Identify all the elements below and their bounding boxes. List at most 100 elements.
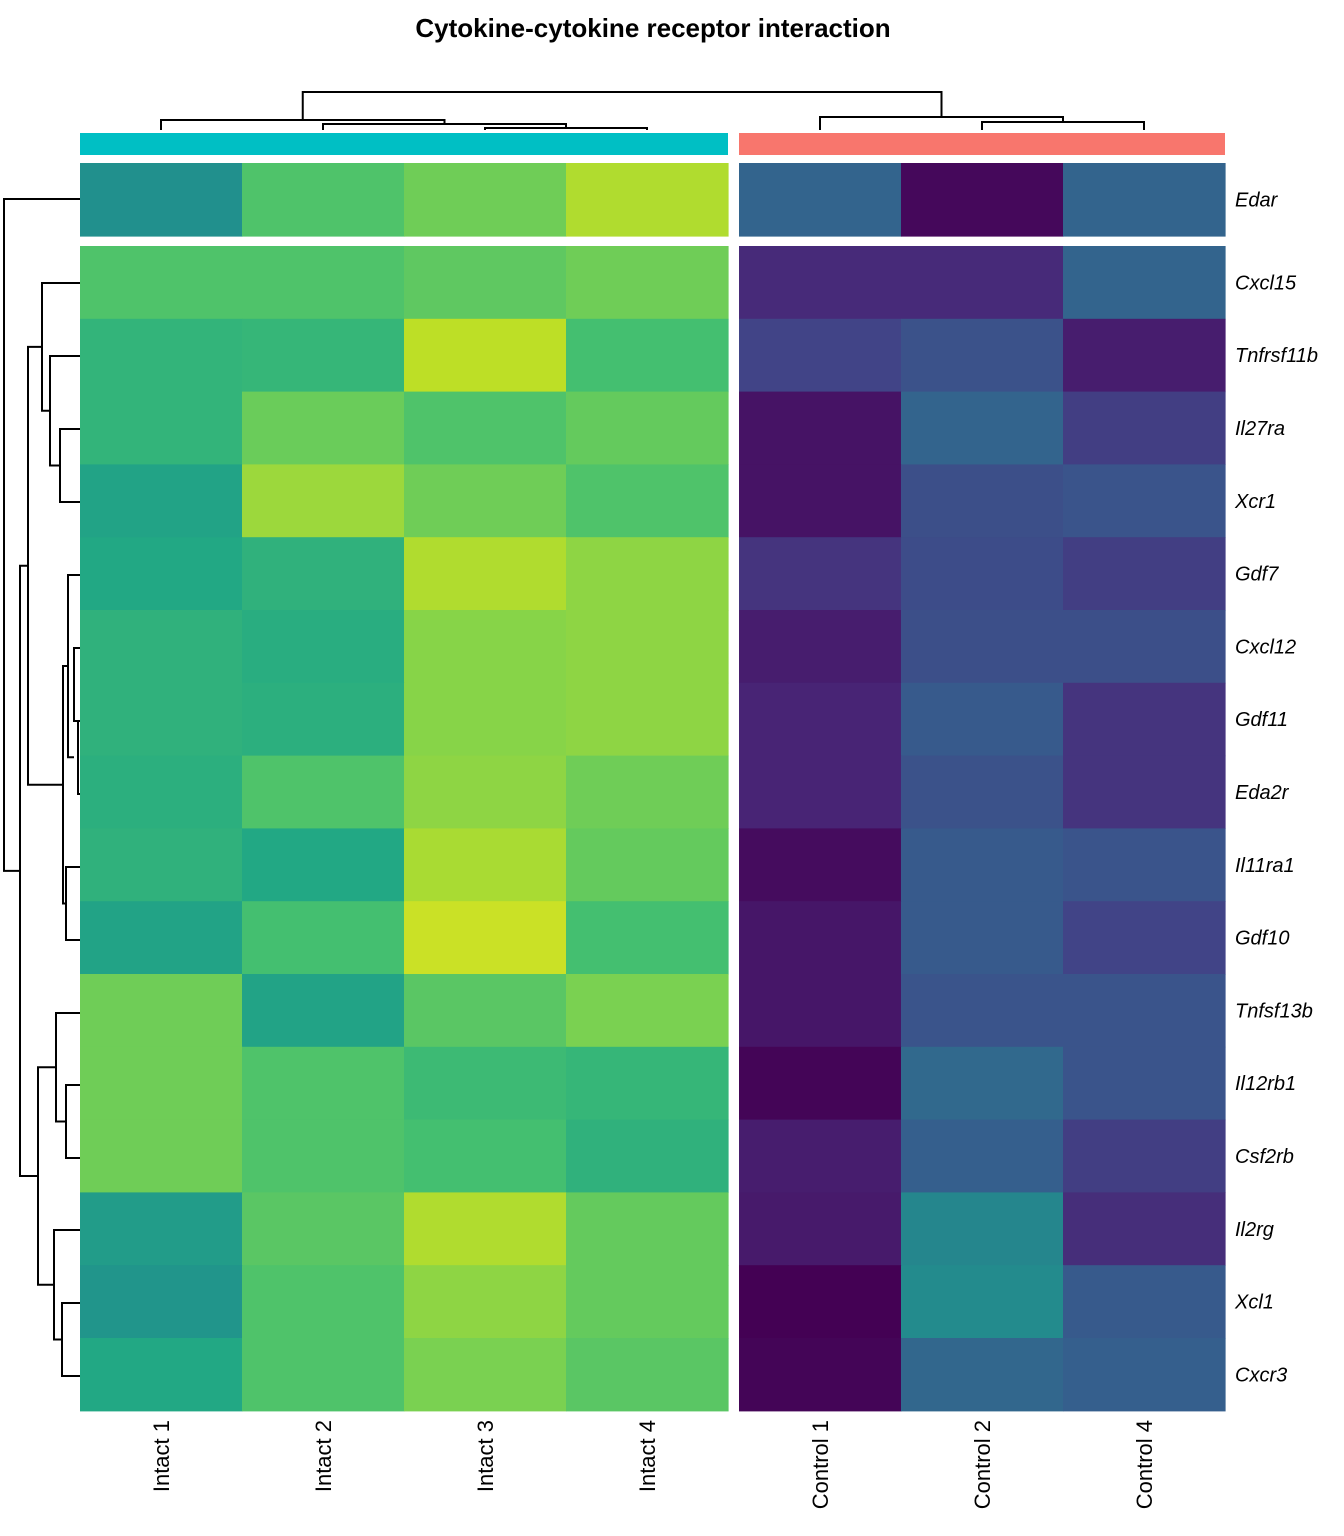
cell-cxcl12-control-4 bbox=[1063, 610, 1226, 684]
cell-tnfsf13b-intact-1 bbox=[80, 974, 243, 1048]
cell-cxcl15-control-1 bbox=[739, 246, 902, 320]
cell-gdf11-control-4 bbox=[1063, 682, 1226, 757]
row-labels: Edar Cxcl15 Tnfrsf11b Il27ra Xcr1 Gdf7 Cxcl12 G… bbox=[1234, 190, 1318, 1387]
cell-cxcl15-intact-2 bbox=[242, 246, 405, 320]
cell-edar-intact-2 bbox=[242, 163, 405, 237]
cell-edar-control-4 bbox=[1063, 163, 1226, 237]
column-label-control-4: Control 4 bbox=[1132, 1420, 1157, 1509]
cell-eda2r-control-1 bbox=[739, 755, 902, 829]
cell-gdf11-intact-4 bbox=[566, 682, 729, 757]
column-label-intact-1: Intact 1 bbox=[149, 1420, 174, 1492]
cell-il27ra-intact-3 bbox=[404, 391, 567, 465]
cell-tnfsf13b-control-2 bbox=[901, 974, 1064, 1048]
cell-il27ra-control-1 bbox=[739, 391, 902, 465]
column-label-intact-2: Intact 2 bbox=[311, 1420, 336, 1492]
cell-cxcr3-control-4 bbox=[1063, 1338, 1226, 1412]
cell-cxcl12-intact-2 bbox=[242, 610, 405, 684]
cell-gdf10-intact-4 bbox=[566, 901, 729, 975]
cell-xcr1-control-1 bbox=[739, 464, 902, 538]
cell-gdf11-intact-2 bbox=[242, 682, 405, 757]
cell-xcl1-intact-2 bbox=[242, 1265, 405, 1339]
cell-il11ra1-intact-2 bbox=[242, 828, 405, 902]
cell-il11ra1-control-4 bbox=[1063, 828, 1226, 902]
cell-tnfrsf11b-intact-2 bbox=[242, 318, 405, 393]
row-dendrogram-link-5 bbox=[73, 684, 80, 795]
row-label-eda2r: Eda2r bbox=[1235, 782, 1290, 804]
cell-gdf7-intact-4 bbox=[566, 537, 729, 611]
cell-il27ra-intact-4 bbox=[566, 391, 729, 465]
cell-edar-control-2 bbox=[901, 163, 1064, 237]
cell-tnfsf13b-control-4 bbox=[1063, 974, 1226, 1048]
cell-xcr1-intact-3 bbox=[404, 464, 567, 538]
cell-cxcr3-intact-1 bbox=[80, 1338, 243, 1412]
cell-cxcl15-control-4 bbox=[1063, 246, 1226, 320]
group-bar-control bbox=[739, 133, 1225, 155]
cell-cxcl12-intact-3 bbox=[404, 610, 567, 684]
column-label-intact-3: Intact 3 bbox=[473, 1420, 498, 1492]
cell-xcr1-intact-4 bbox=[566, 464, 729, 538]
cell-edar-intact-3 bbox=[404, 163, 567, 237]
row-label-il2rg: Il2rg bbox=[1235, 1219, 1274, 1241]
cell-cxcl15-intact-3 bbox=[404, 246, 567, 320]
cell-csf2rb-intact-2 bbox=[242, 1119, 405, 1193]
cell-cxcl15-intact-1 bbox=[80, 246, 243, 320]
cell-xcl1-intact-4 bbox=[566, 1265, 729, 1339]
column-dendrogram-link-5 bbox=[819, 116, 1064, 130]
column-dendrogram-link-1 bbox=[484, 127, 648, 130]
cell-cxcl15-control-2 bbox=[901, 246, 1064, 320]
cell-gdf10-intact-1 bbox=[80, 901, 243, 975]
cell-gdf11-intact-1 bbox=[80, 682, 243, 757]
row-label-il12rb1: Il12rb1 bbox=[1235, 1073, 1296, 1095]
cell-il27ra-control-4 bbox=[1063, 391, 1226, 465]
column-group-annotation bbox=[80, 133, 1225, 155]
cell-il2rg-intact-2 bbox=[242, 1192, 405, 1266]
cell-edar-intact-4 bbox=[566, 163, 729, 237]
cell-cxcl15-intact-4 bbox=[566, 246, 729, 320]
cell-gdf7-intact-3 bbox=[404, 537, 567, 611]
cell-edar-intact-1 bbox=[80, 163, 243, 237]
row-label-gdf10: Gdf10 bbox=[1235, 928, 1289, 950]
cell-tnfsf13b-control-1 bbox=[739, 974, 902, 1048]
cell-xcl1-control-4 bbox=[1063, 1265, 1226, 1339]
cell-tnfrsf11b-control-4 bbox=[1063, 318, 1226, 393]
cell-cxcr3-intact-4 bbox=[566, 1338, 729, 1412]
row-label-tnfrsf11b: Tnfrsf11b bbox=[1235, 345, 1318, 367]
cell-il2rg-intact-3 bbox=[404, 1192, 567, 1266]
cell-il12rb1-intact-2 bbox=[242, 1046, 405, 1121]
cell-il2rg-control-4 bbox=[1063, 1192, 1226, 1266]
cell-eda2r-intact-2 bbox=[242, 755, 405, 829]
cell-il12rb1-intact-4 bbox=[566, 1046, 729, 1121]
cell-il2rg-control-1 bbox=[739, 1192, 902, 1266]
row-dendrogram-link-1 bbox=[59, 428, 80, 503]
cell-xcr1-control-2 bbox=[901, 464, 1064, 538]
cell-csf2rb-control-2 bbox=[901, 1119, 1064, 1193]
cell-gdf10-control-4 bbox=[1063, 901, 1226, 975]
cell-il12rb1-intact-3 bbox=[404, 1046, 567, 1121]
row-dendrogram-link-12 bbox=[61, 1302, 80, 1377]
cell-tnfrsf11b-control-2 bbox=[901, 318, 1064, 393]
cell-il12rb1-control-4 bbox=[1063, 1046, 1226, 1121]
cell-gdf11-control-2 bbox=[901, 682, 1064, 757]
cell-gdf10-intact-3 bbox=[404, 901, 567, 975]
column-label-intact-4: Intact 4 bbox=[635, 1420, 660, 1492]
cell-il27ra-intact-1 bbox=[80, 391, 243, 465]
cell-gdf11-intact-3 bbox=[404, 682, 567, 757]
cell-il11ra1-control-2 bbox=[901, 828, 1064, 902]
row-label-tnfsf13b: Tnfsf13b bbox=[1235, 1000, 1313, 1022]
cell-cxcr3-intact-2 bbox=[242, 1338, 405, 1412]
row-label-gdf7: Gdf7 bbox=[1235, 564, 1279, 586]
cell-cxcr3-intact-3 bbox=[404, 1338, 567, 1412]
row-label-cxcl12: Cxcl12 bbox=[1235, 636, 1296, 658]
cell-il12rb1-intact-1 bbox=[80, 1046, 243, 1121]
cell-gdf10-control-1 bbox=[739, 901, 902, 975]
cell-tnfrsf11b-intact-3 bbox=[404, 318, 567, 393]
cell-il2rg-intact-1 bbox=[80, 1192, 243, 1266]
row-dendrogram-link-9 bbox=[27, 345, 63, 786]
cell-xcl1-intact-3 bbox=[404, 1265, 567, 1339]
column-dendrogram-link-6 bbox=[301, 91, 943, 120]
chart-title: Cytokine-cytokine receptor interaction bbox=[415, 13, 890, 43]
cell-xcr1-intact-1 bbox=[80, 464, 243, 538]
heatmap-cells bbox=[80, 163, 1226, 1412]
cell-eda2r-intact-3 bbox=[404, 755, 567, 829]
